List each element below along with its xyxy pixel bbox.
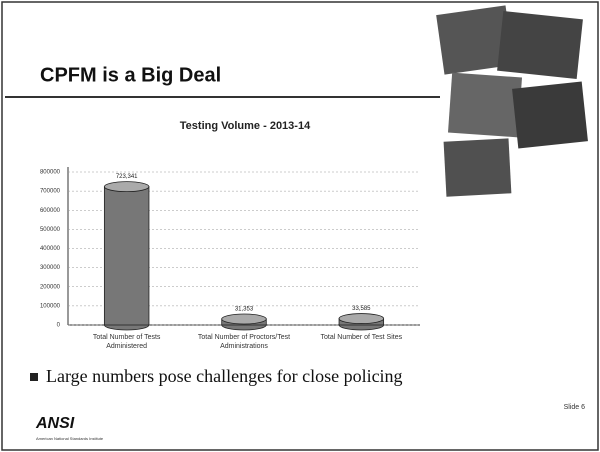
photo [512, 81, 588, 149]
chart-title: Testing Volume - 2013-14 [180, 120, 311, 132]
value-label: 31,353 [235, 307, 254, 313]
y-tick-label: 600000 [40, 208, 61, 214]
photo-collage [436, 5, 588, 197]
bar [103, 186, 150, 326]
y-tick-label: 500000 [40, 227, 61, 233]
x-tick-label: Total Number of Proctors/Test Administra… [197, 334, 291, 350]
y-tick-label: 300000 [40, 265, 61, 271]
bar-top [103, 181, 150, 193]
x-tick-label: Total Number of Tests Administered [92, 334, 161, 350]
bar-top [338, 313, 385, 324]
photo [443, 138, 512, 197]
bullet-marker [30, 373, 38, 381]
photo [447, 72, 523, 138]
bullet-text: Large numbers pose challenges for close … [46, 366, 403, 386]
y-tick-label: 800000 [40, 170, 61, 176]
logo-subtitle: American National Standards Institute [36, 436, 104, 441]
y-tick-label: 100000 [40, 303, 61, 309]
bar-top [221, 313, 267, 325]
slide-number: Slide 6 [564, 404, 586, 411]
y-tick-label: 0 [57, 323, 61, 329]
y-tick-label: 400000 [40, 246, 61, 252]
photo [436, 5, 514, 75]
value-label: 33,585 [352, 306, 371, 312]
x-tick-label: Total Number of Test Sites [320, 334, 403, 341]
logo: ANSI [35, 415, 75, 432]
photo [497, 10, 583, 80]
slide-title: CPFM is a Big Deal [40, 64, 221, 86]
value-label: 723,341 [116, 174, 138, 180]
y-tick-label: 700000 [40, 189, 61, 195]
y-tick-label: 200000 [40, 284, 61, 290]
